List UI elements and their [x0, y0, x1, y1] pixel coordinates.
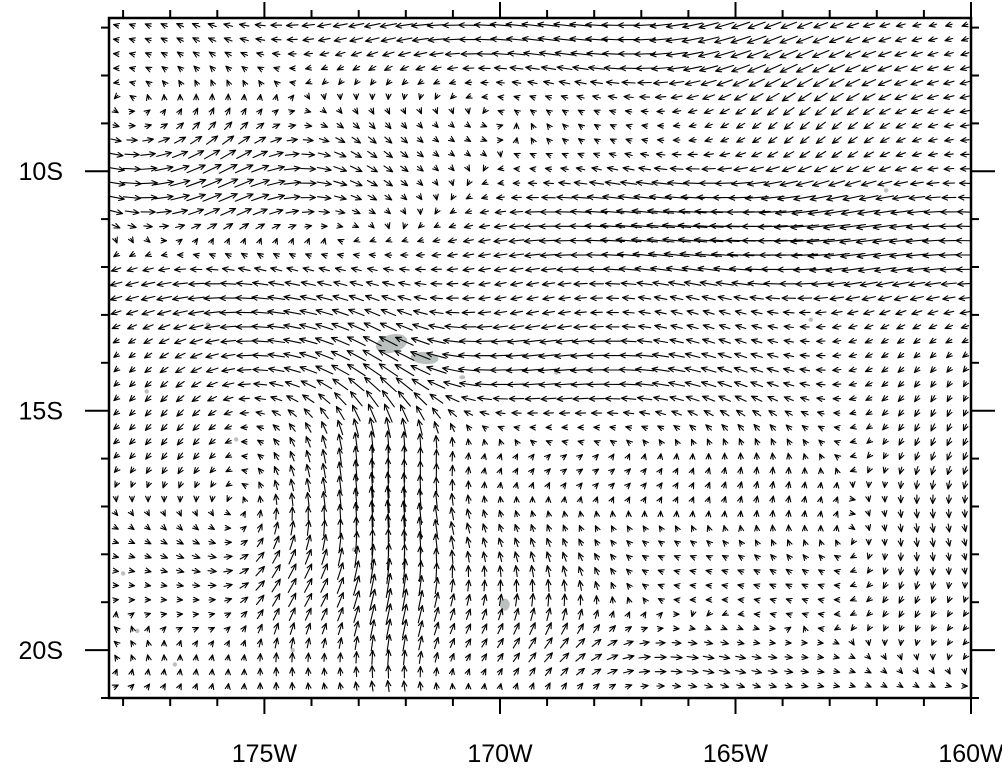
- reef-speck: [144, 389, 149, 394]
- reef-speck: [290, 647, 295, 653]
- x-tick-label: 170W: [467, 740, 533, 768]
- wind-vectors: [109, 21, 971, 693]
- y-tick-label: 20S: [19, 637, 63, 665]
- reef-speck: [808, 317, 813, 322]
- reef-speck: [884, 188, 889, 193]
- plot-frame: [107, 16, 973, 700]
- reef-speck: [172, 662, 178, 667]
- x-tick-label: 175W: [232, 740, 298, 768]
- island: [459, 375, 466, 380]
- vector-arrows: [109, 21, 971, 693]
- reef-speck: [120, 571, 126, 576]
- plot-background: [109, 18, 971, 698]
- y-tick-label: 10S: [19, 158, 63, 186]
- x-tick-label: 165W: [703, 740, 769, 768]
- axis-ticks: [85, 2, 995, 714]
- x-tick-label: 160W: [938, 740, 1002, 768]
- axis-tick-labels: 175W 170W 165W 160W 10S 15S 20S: [19, 158, 1002, 768]
- island: [499, 598, 510, 611]
- reef-speck: [234, 437, 239, 442]
- reef-speck: [135, 628, 140, 634]
- y-tick-label: 15S: [19, 398, 63, 426]
